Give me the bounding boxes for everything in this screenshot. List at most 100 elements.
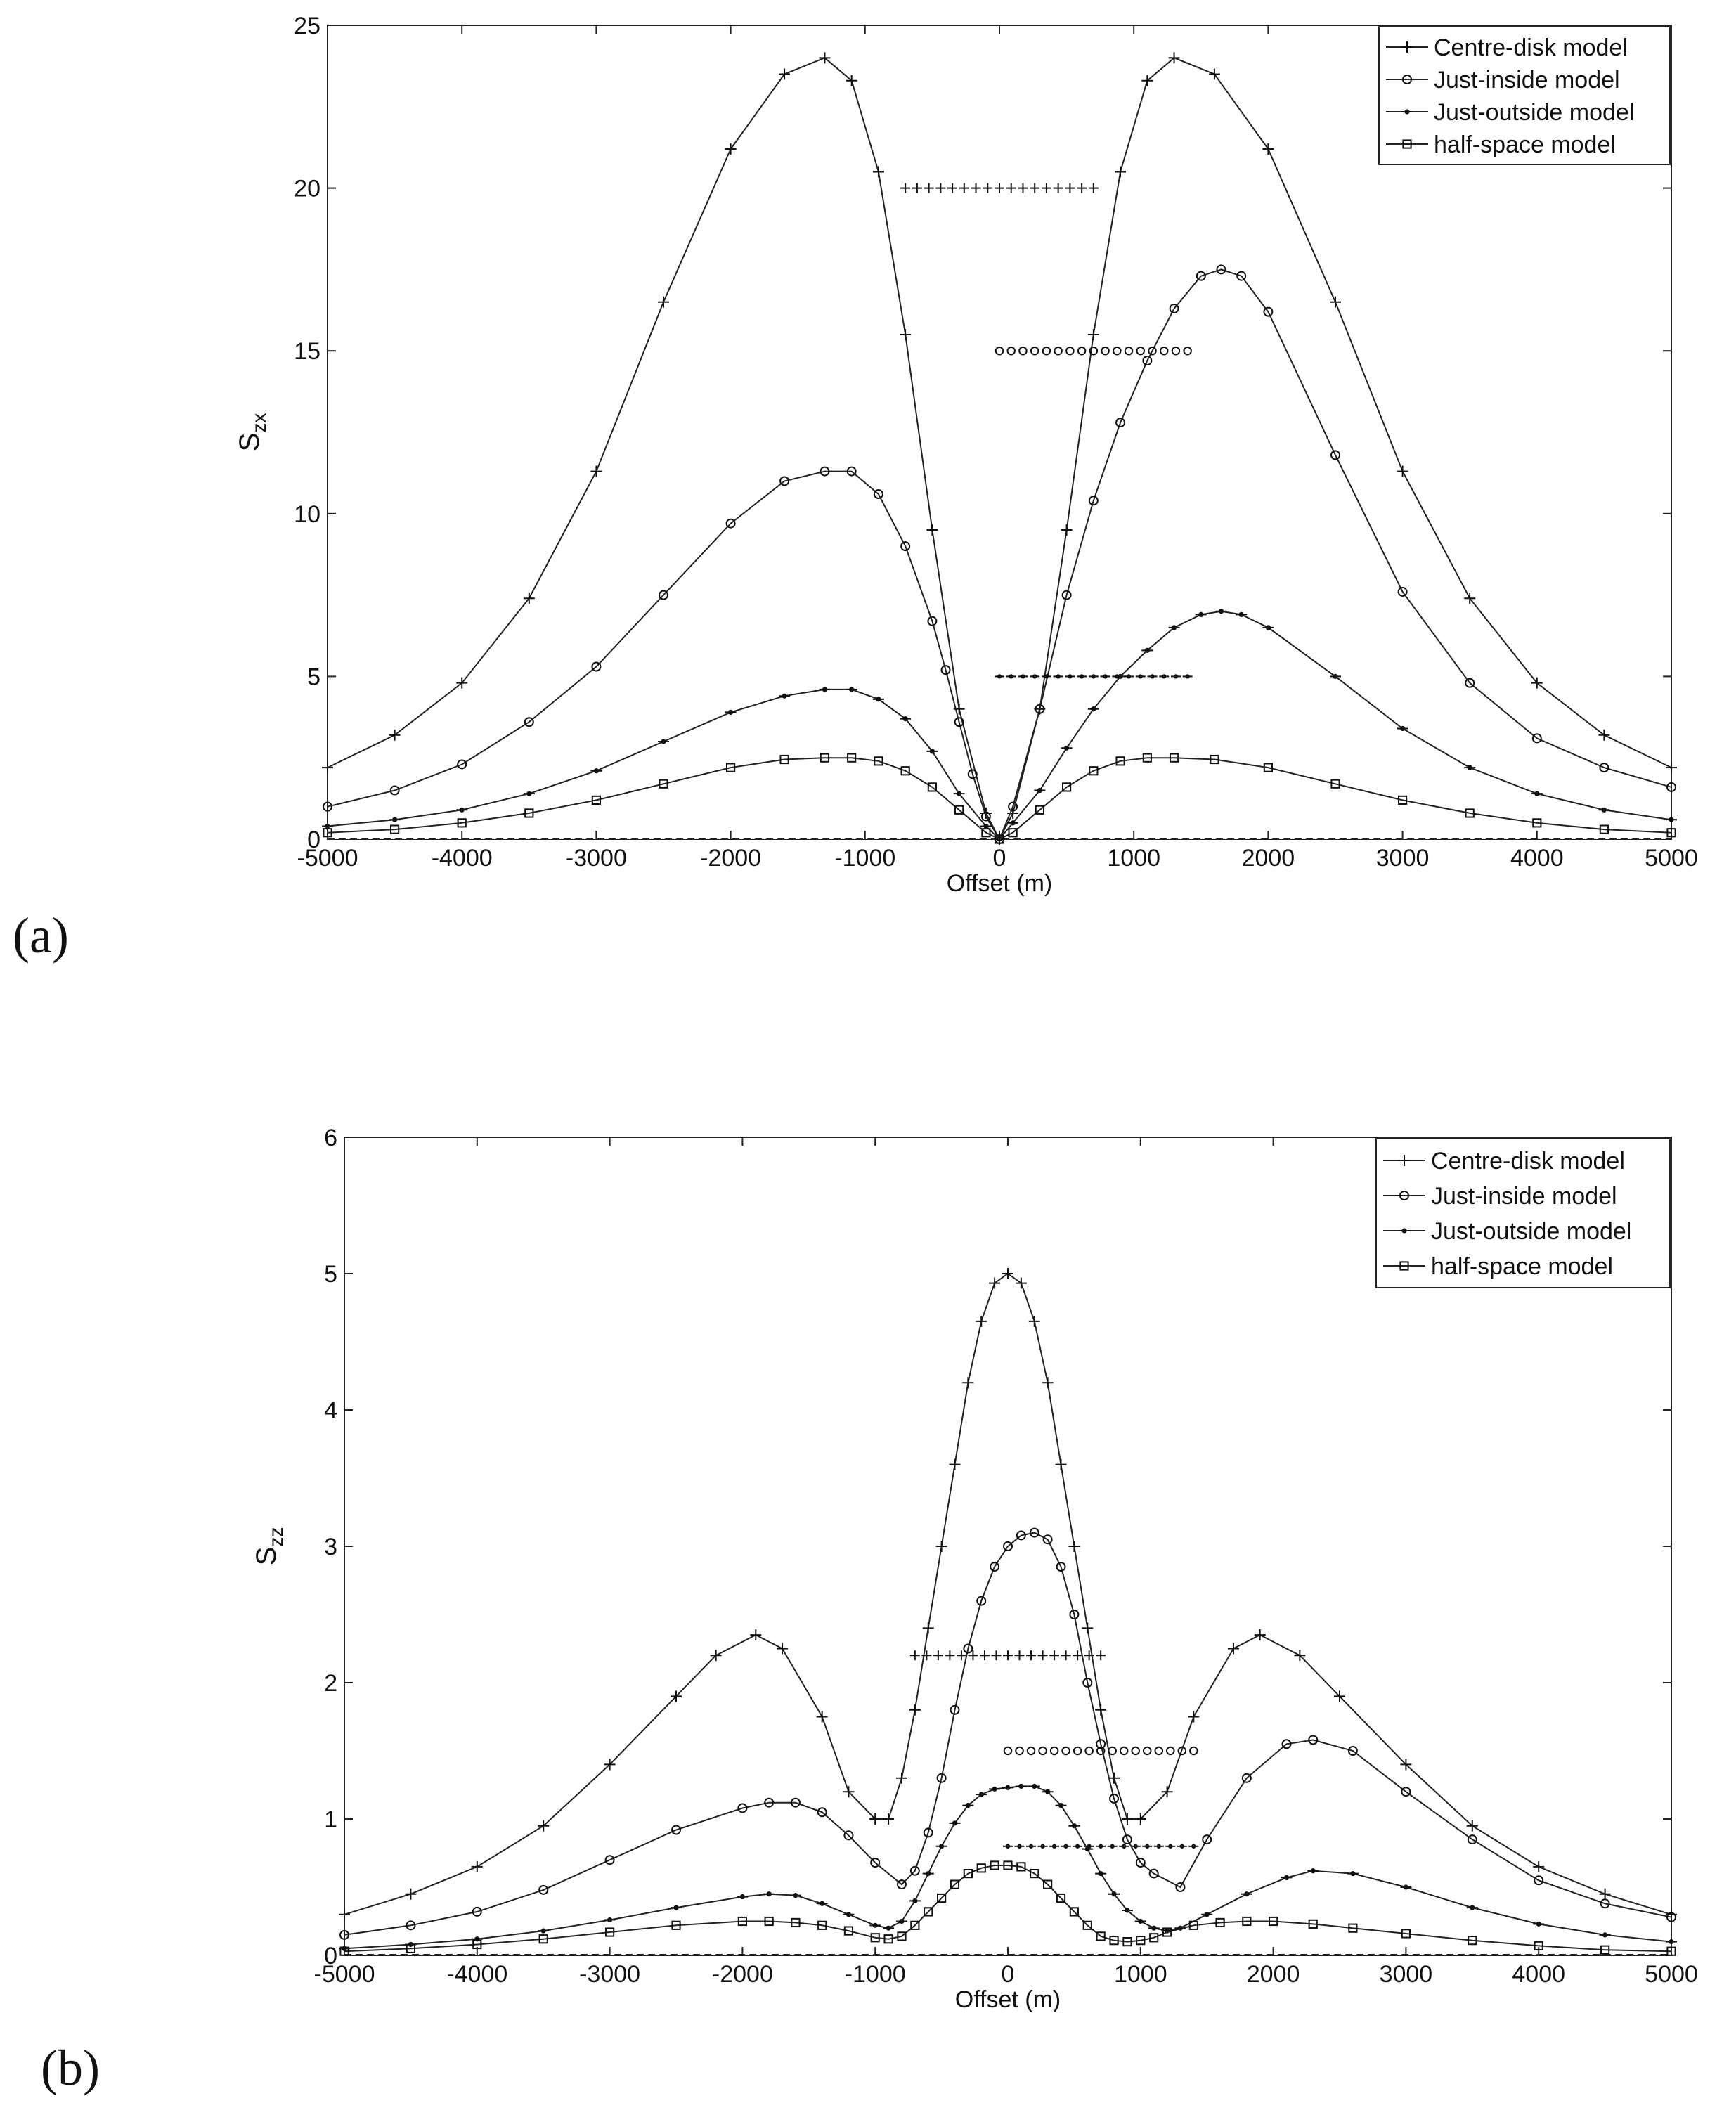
data-point [1195,611,1207,617]
y-axis-label-subscript: zz [265,1527,287,1547]
data-point [910,1920,920,1930]
data-point [1141,75,1153,86]
legend-item: Just-outside model [1383,1218,1631,1245]
data-point [406,1943,415,1953]
series-line [344,1785,1672,1950]
data-point [763,1891,775,1897]
data-point [604,1759,616,1771]
data-point [976,1863,986,1873]
disk-marker-dot [1073,1844,1083,1849]
disk-marker-plus [1077,183,1087,193]
x-tick-label: 5000 [1645,1961,1698,1988]
disk-marker-dot [995,674,1004,679]
data-point [1141,647,1153,653]
data-point [843,1786,855,1798]
data-point [1135,1858,1146,1868]
disk-marker-circle [1054,346,1063,356]
data-point [896,1879,907,1890]
legend-marker [1402,139,1412,149]
disk-marker-plus [1003,1650,1013,1661]
data-point [963,1643,973,1654]
disk-marker-dot [1026,1844,1037,1849]
legend-label: Just-outside model [1434,99,1634,126]
disk-marker-plus [909,1650,920,1661]
data-point [1121,1813,1133,1825]
series-line [344,1532,1672,1936]
data-point [1096,1739,1106,1749]
disk-marker-circle [1077,346,1087,356]
data-point [322,823,333,829]
data-point [1082,1622,1094,1634]
legend-marker [1399,1155,1410,1166]
data-point [1042,1534,1053,1545]
disk-marker-plus [971,183,981,193]
data-point [1016,1530,1026,1541]
legend-label: Just-inside model [1431,1183,1617,1210]
legend-marker [1402,75,1412,84]
data-point [935,1844,947,1849]
disk-marker-circle [1015,1746,1024,1756]
y-axis-label-base: S [234,433,265,452]
disk-marker-circle [1089,346,1099,356]
legend-label: Centre-disk model [1434,34,1628,61]
disk-marker-circle [1136,346,1146,356]
disk-marker-dot [1124,674,1134,679]
data-point [922,1622,934,1634]
data-point [1666,817,1677,822]
data-point [1348,1923,1358,1933]
disk-marker-circle [1006,346,1016,356]
x-axis: -5000 -4000 -3000 -2000 -1000 0 1000 2000 3000 40… [314,1137,1698,1988]
y-tick-label: 5 [324,1261,337,1288]
data-point [1061,524,1073,536]
series-square [323,753,1676,844]
data-point [1281,1875,1293,1881]
disk-marker-dot [1030,674,1040,679]
disk-marker-dot [1142,1844,1153,1849]
data-point [883,1813,895,1825]
data-point [883,1934,893,1944]
series-group [339,1268,1677,1956]
data-point [1061,590,1072,600]
legend-marker [1401,41,1413,53]
data-point [900,329,912,341]
data-point [1109,1936,1119,1946]
data-point [523,593,535,604]
data-point [1599,763,1609,773]
data-point [1042,1377,1054,1389]
data-point [895,1918,907,1924]
data-point [472,1939,482,1950]
data-point [1095,1704,1107,1716]
data-point [1082,1678,1093,1688]
disk-marker-circle [1171,346,1181,356]
data-point [1069,1907,1080,1917]
data-point [1016,1862,1026,1872]
y-tick-label: 15 [294,338,320,365]
data-point [1666,1946,1676,1956]
data-point [405,1888,417,1900]
data-point [1109,1793,1120,1804]
disk-marker-plus [1088,183,1099,193]
y-tick-label: 10 [294,501,320,528]
disk-marker-dot [1049,1844,1060,1849]
disk-markers [900,183,1193,679]
data-point [1115,418,1126,428]
data-point [1015,1783,1027,1789]
data-point [737,1803,748,1813]
series-line [344,1865,1672,1953]
data-point [1169,753,1179,763]
x-tick-label: 1000 [1107,845,1160,872]
data-point [995,834,1004,844]
data-point [1034,787,1046,794]
data-point [846,687,857,692]
legend-item: Just-outside model [1386,99,1634,126]
data-point [725,518,736,529]
data-point [1263,763,1274,772]
data-point [524,717,534,727]
data-point [1122,1834,1132,1845]
data-point [1095,1871,1107,1877]
data-point [1294,1650,1306,1662]
disk-marker-circle [1183,346,1192,356]
panel-label: (a) [13,907,69,964]
disk-marker-dot [1170,674,1181,679]
legend-box [1378,26,1671,165]
